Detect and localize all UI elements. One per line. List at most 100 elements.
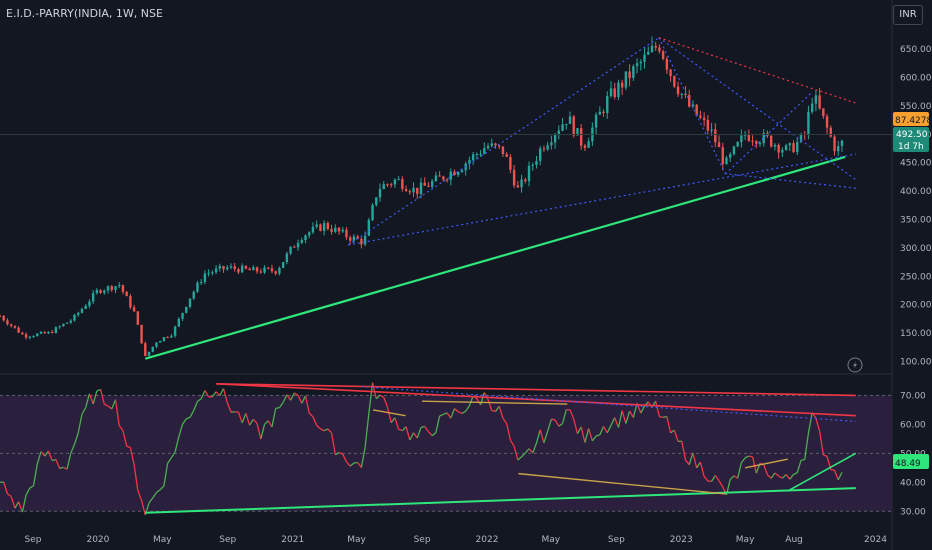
- candle-body: [471, 154, 475, 161]
- candle-body: [99, 290, 102, 293]
- rsi-segment: [681, 441, 687, 461]
- rsi-segment: [405, 426, 411, 441]
- rsi-segment: [465, 405, 470, 412]
- candles: [0, 36, 844, 357]
- candle-body: [639, 61, 642, 64]
- rsi-segment: [21, 494, 27, 513]
- rsi-segment: [796, 460, 802, 473]
- candle-body: [207, 272, 210, 274]
- rsi-segment: [44, 450, 49, 457]
- candle-body: [535, 161, 538, 165]
- candle-body: [375, 197, 378, 205]
- rsi-lower-support-trendline: [145, 487, 856, 514]
- candle-body: [725, 157, 728, 165]
- rsi-segment: [260, 424, 266, 440]
- candle-body: [80, 308, 84, 313]
- candle-body: [267, 267, 270, 269]
- candle-body: [796, 141, 799, 153]
- rsi-segment: [509, 439, 515, 447]
- time-tick-label: 2021: [281, 535, 304, 545]
- candle-body: [166, 337, 169, 339]
- candle-body: [691, 104, 695, 107]
- rsi-tick-label: 60.00: [900, 420, 926, 430]
- candle-body: [654, 45, 657, 48]
- candle-body: [9, 324, 13, 326]
- rsi-segment: [420, 425, 425, 429]
- rsi-upper-resistance-trendline: [216, 382, 856, 397]
- price-tick-label: 550.00: [900, 102, 932, 112]
- candle-body: [408, 191, 412, 193]
- rsi-segment: [468, 395, 474, 407]
- candle-body: [65, 322, 69, 324]
- rsi-segment: [621, 410, 627, 424]
- candle-body: [334, 227, 337, 232]
- rsi-segment: [524, 448, 530, 454]
- rsi-segment: [301, 395, 307, 404]
- rsi-segment: [513, 446, 519, 461]
- candle-body: [300, 240, 303, 243]
- rsi-segment: [122, 430, 128, 447]
- rsi-segment: [77, 414, 83, 434]
- main-support-trendline: [144, 155, 846, 360]
- rsi-segment: [55, 459, 61, 469]
- candle-body: [729, 154, 732, 158]
- rsi-segment: [3, 482, 9, 495]
- candle-body: [658, 47, 661, 52]
- candle-body: [587, 141, 590, 148]
- rsi-segment: [237, 411, 243, 424]
- candle-body: [524, 179, 527, 182]
- rsi-segment: [823, 454, 828, 457]
- candle-body: [669, 69, 672, 77]
- rsi-segment: [770, 472, 776, 479]
- candle-body: [665, 58, 669, 70]
- time-tick-label: May: [347, 535, 366, 545]
- candle-body: [777, 144, 780, 153]
- symbol-title[interactable]: E.I.D.-PARRY(INDIA, 1W, NSE: [6, 7, 163, 20]
- rsi-tan-trendline: [372, 409, 406, 417]
- candle-body: [699, 115, 702, 118]
- lightning-icon[interactable]: [847, 357, 863, 373]
- candle-body: [710, 129, 713, 131]
- candle-body: [755, 141, 758, 144]
- price-tick-label: 450.00: [900, 159, 932, 169]
- candle-body: [550, 142, 553, 146]
- candle-body: [54, 327, 58, 334]
- rsi-segment: [178, 424, 184, 437]
- candle-body: [84, 305, 87, 309]
- icons: [847, 357, 863, 373]
- candle-body: [386, 184, 389, 186]
- candle-body: [635, 63, 639, 67]
- rsi-segment: [740, 457, 746, 464]
- rsi-segment: [785, 474, 791, 480]
- candle-body: [758, 143, 762, 145]
- rsi-segment: [413, 432, 418, 439]
- rsi-segment: [435, 415, 441, 433]
- time-tick-label: Sep: [414, 535, 431, 545]
- rsi-segment: [443, 412, 448, 416]
- rsi-segment: [427, 431, 433, 437]
- candle-body: [743, 134, 747, 136]
- candle-body: [721, 147, 724, 165]
- rsi-segment: [532, 442, 538, 454]
- candle-body: [453, 171, 456, 176]
- candle-body: [419, 182, 423, 195]
- rsi-segment: [737, 462, 743, 479]
- candle-body: [542, 148, 546, 150]
- currency-button[interactable]: INR: [893, 5, 923, 25]
- candle-body: [632, 66, 635, 78]
- rsi-segment: [454, 408, 459, 413]
- rsi-segment: [282, 394, 288, 403]
- candle-body: [114, 286, 117, 291]
- blue-dotted-trendline: [725, 91, 814, 175]
- price-tick-label: 350.00: [900, 215, 932, 225]
- rsi-segment: [491, 409, 496, 413]
- price-badges: 87.4278 492.50 1d 7h 48.49: [0, 112, 932, 469]
- rsi-segment: [47, 450, 53, 461]
- rsi-segment: [316, 424, 321, 430]
- candle-body: [95, 290, 99, 294]
- candle-body: [814, 95, 818, 104]
- candle-body: [468, 160, 471, 164]
- rsi-segment: [96, 388, 101, 392]
- time-tick-label: Sep: [25, 535, 42, 545]
